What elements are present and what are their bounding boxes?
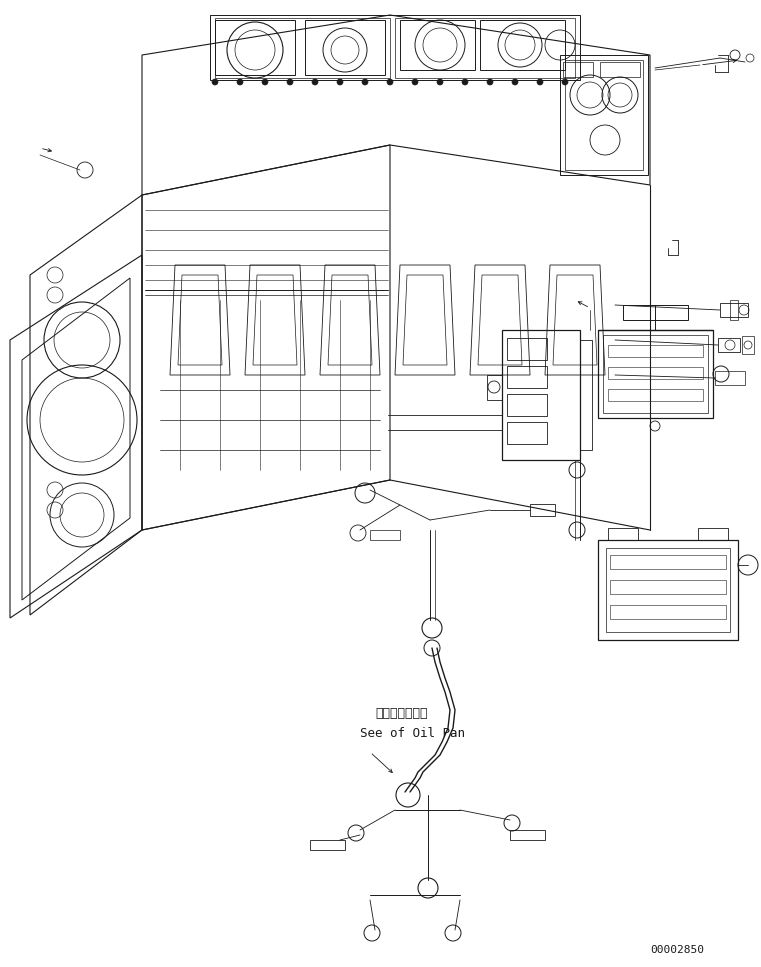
Circle shape [487,79,493,85]
Bar [610,605,726,619]
Bar [698,528,728,540]
Bar [480,20,565,70]
Circle shape [262,79,268,85]
Text: 00002850: 00002850 [651,946,704,955]
Bar [608,345,703,357]
Bar [370,530,400,540]
Bar [623,305,688,320]
Bar [598,330,713,418]
Bar [400,20,475,70]
Bar [610,555,726,569]
Circle shape [362,79,368,85]
Circle shape [287,79,293,85]
Bar [600,62,640,77]
Bar [305,20,385,75]
Bar [507,422,547,444]
Text: See of Oil Pan: See of Oil Pan [360,727,465,740]
Bar [310,840,345,850]
Bar [730,300,738,320]
Bar [718,338,740,352]
Circle shape [562,79,568,85]
Bar [510,830,545,840]
Bar [507,338,547,360]
Bar [502,330,580,460]
Bar [215,20,295,75]
Circle shape [537,79,543,85]
Bar [608,389,703,401]
Bar [580,340,592,450]
Circle shape [212,79,218,85]
Bar [598,540,738,640]
Circle shape [412,79,418,85]
Circle shape [512,79,518,85]
Bar [563,62,593,77]
Circle shape [312,79,318,85]
Bar [530,504,555,516]
Circle shape [237,79,243,85]
Bar [603,335,708,413]
Bar [507,366,547,388]
Bar [742,336,754,354]
Circle shape [462,79,468,85]
Circle shape [387,79,393,85]
Text: オイルパン参照: オイルパン参照 [375,707,428,720]
Bar [608,528,638,540]
Bar [507,394,547,416]
Bar [610,580,726,594]
Circle shape [437,79,443,85]
Bar [606,548,730,632]
Circle shape [337,79,343,85]
Bar [715,371,745,385]
Bar [487,375,502,400]
Bar [608,367,703,379]
Bar [720,303,748,317]
